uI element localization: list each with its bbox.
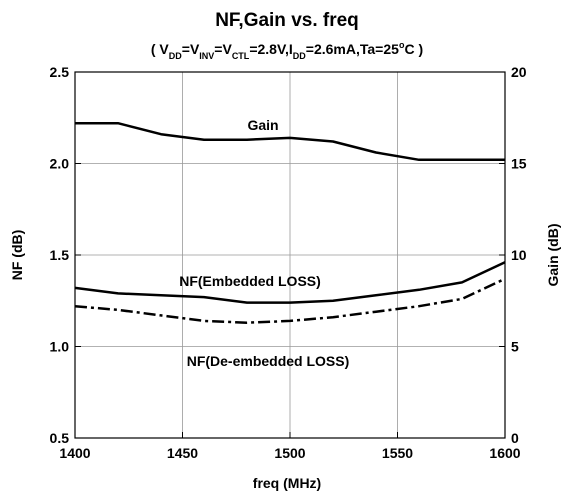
series-label: NF(De-embedded LOSS)	[187, 353, 350, 369]
x-tick-label: 1550	[382, 445, 413, 461]
subtitle-part: =2.6mA,Ta=25	[306, 41, 399, 57]
subtitle-part: ( V	[151, 41, 170, 57]
subtitle-part: DD	[169, 51, 182, 61]
subtitle-part: =V	[182, 41, 200, 57]
y-axis-label: NF (dB)	[9, 230, 25, 281]
y2-tick-label: 20	[511, 64, 527, 80]
subtitle-part: DD	[293, 51, 306, 61]
subtitle-part: =2.8V,I	[249, 41, 292, 57]
plot-frame	[74, 71, 506, 439]
x-tick-label: 1400	[59, 445, 90, 461]
series-label: NF(Embedded LOSS)	[179, 273, 321, 289]
subtitle-part: =V	[214, 41, 232, 57]
x-axis-label: freq (MHz)	[253, 475, 321, 491]
chart-title: NF,Gain vs. freq	[215, 10, 359, 31]
y-tick-label: 2.5	[50, 64, 70, 80]
y-tick-label: 2.0	[50, 156, 70, 172]
chart-subtitle: ( VDD=VINV=VCTL=2.8V,IDD=2.6mA,Ta=25oC )	[151, 40, 423, 61]
subtitle-part: o	[399, 40, 405, 50]
y-tick-label: 1.0	[50, 339, 70, 355]
x-tick-label: 1600	[489, 445, 520, 461]
y2-tick-label: 15	[511, 156, 527, 172]
y2-tick-label: 5	[511, 339, 519, 355]
x-tick-label: 1500	[274, 445, 305, 461]
subtitle-part: C )	[404, 41, 423, 57]
series-line	[75, 121, 505, 162]
subtitle-part: INV	[199, 51, 214, 61]
y2-tick-label: 10	[511, 247, 527, 263]
y-tick-label: 1.5	[50, 247, 70, 263]
y2-tick-label: 0	[511, 430, 519, 446]
y2-axis-label: Gain (dB)	[545, 224, 561, 287]
subtitle-part: CTL	[232, 51, 250, 61]
series-line	[74, 261, 506, 304]
series-line	[74, 277, 506, 324]
x-tick-label: 1450	[167, 445, 198, 461]
series-label: Gain	[247, 117, 278, 133]
y-tick-label: 0.5	[50, 430, 70, 446]
